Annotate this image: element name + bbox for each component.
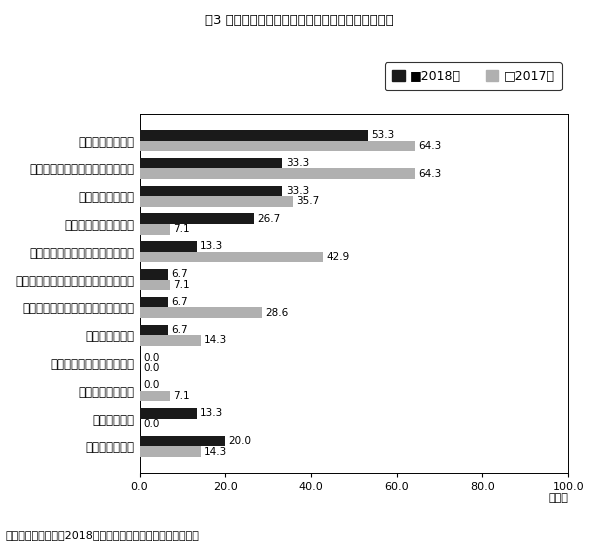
Bar [140,241,196,252]
Text: 7.1: 7.1 [174,224,190,234]
Bar [140,325,168,335]
Text: 0.0: 0.0 [143,419,159,429]
Bar [140,168,415,179]
Bar [140,213,254,224]
Bar [140,335,201,346]
Bar [140,297,168,307]
Text: 14.3: 14.3 [204,336,228,345]
Text: 0.0: 0.0 [143,363,159,373]
Text: 53.3: 53.3 [371,130,395,140]
Bar [140,307,262,318]
Text: 13.3: 13.3 [200,242,223,251]
Bar [140,446,201,457]
Bar [140,269,168,280]
Bar [140,252,323,262]
Bar [140,141,415,151]
Text: 35.7: 35.7 [296,197,319,206]
Text: 14.3: 14.3 [204,447,228,457]
Bar [140,280,170,290]
Bar [140,186,282,196]
Text: 6.7: 6.7 [172,297,188,307]
Bar [140,408,196,419]
Text: 64.3: 64.3 [419,169,442,179]
Text: 7.1: 7.1 [174,280,190,290]
Text: 13.3: 13.3 [200,408,223,418]
Text: （％）: （％） [548,493,568,503]
Text: 0.0: 0.0 [143,353,159,363]
Text: （出所）ジェトロ「2018年度中南米進出日系企業実態調査」: （出所）ジェトロ「2018年度中南米進出日系企業実態調査」 [6,531,200,540]
Text: 図3 生産面の問題点（製造業のみ）：アルゼンチン: 図3 生産面の問題点（製造業のみ）：アルゼンチン [205,14,394,27]
Bar [140,130,368,141]
Bar [140,196,292,207]
Text: 28.6: 28.6 [265,308,289,318]
Text: 26.7: 26.7 [258,214,281,224]
Bar [140,436,225,446]
Legend: ■2018年, □2017年: ■2018年, □2017年 [385,62,562,90]
Text: 33.3: 33.3 [286,186,309,196]
Text: 20.0: 20.0 [229,436,252,446]
Text: 33.3: 33.3 [286,158,309,168]
Bar [140,158,282,168]
Text: 64.3: 64.3 [419,141,442,151]
Text: 42.9: 42.9 [327,252,350,262]
Text: 7.1: 7.1 [174,391,190,401]
Text: 0.0: 0.0 [143,381,159,390]
Text: 6.7: 6.7 [172,325,188,335]
Text: 6.7: 6.7 [172,269,188,279]
Bar [140,391,170,401]
Bar [140,224,170,235]
